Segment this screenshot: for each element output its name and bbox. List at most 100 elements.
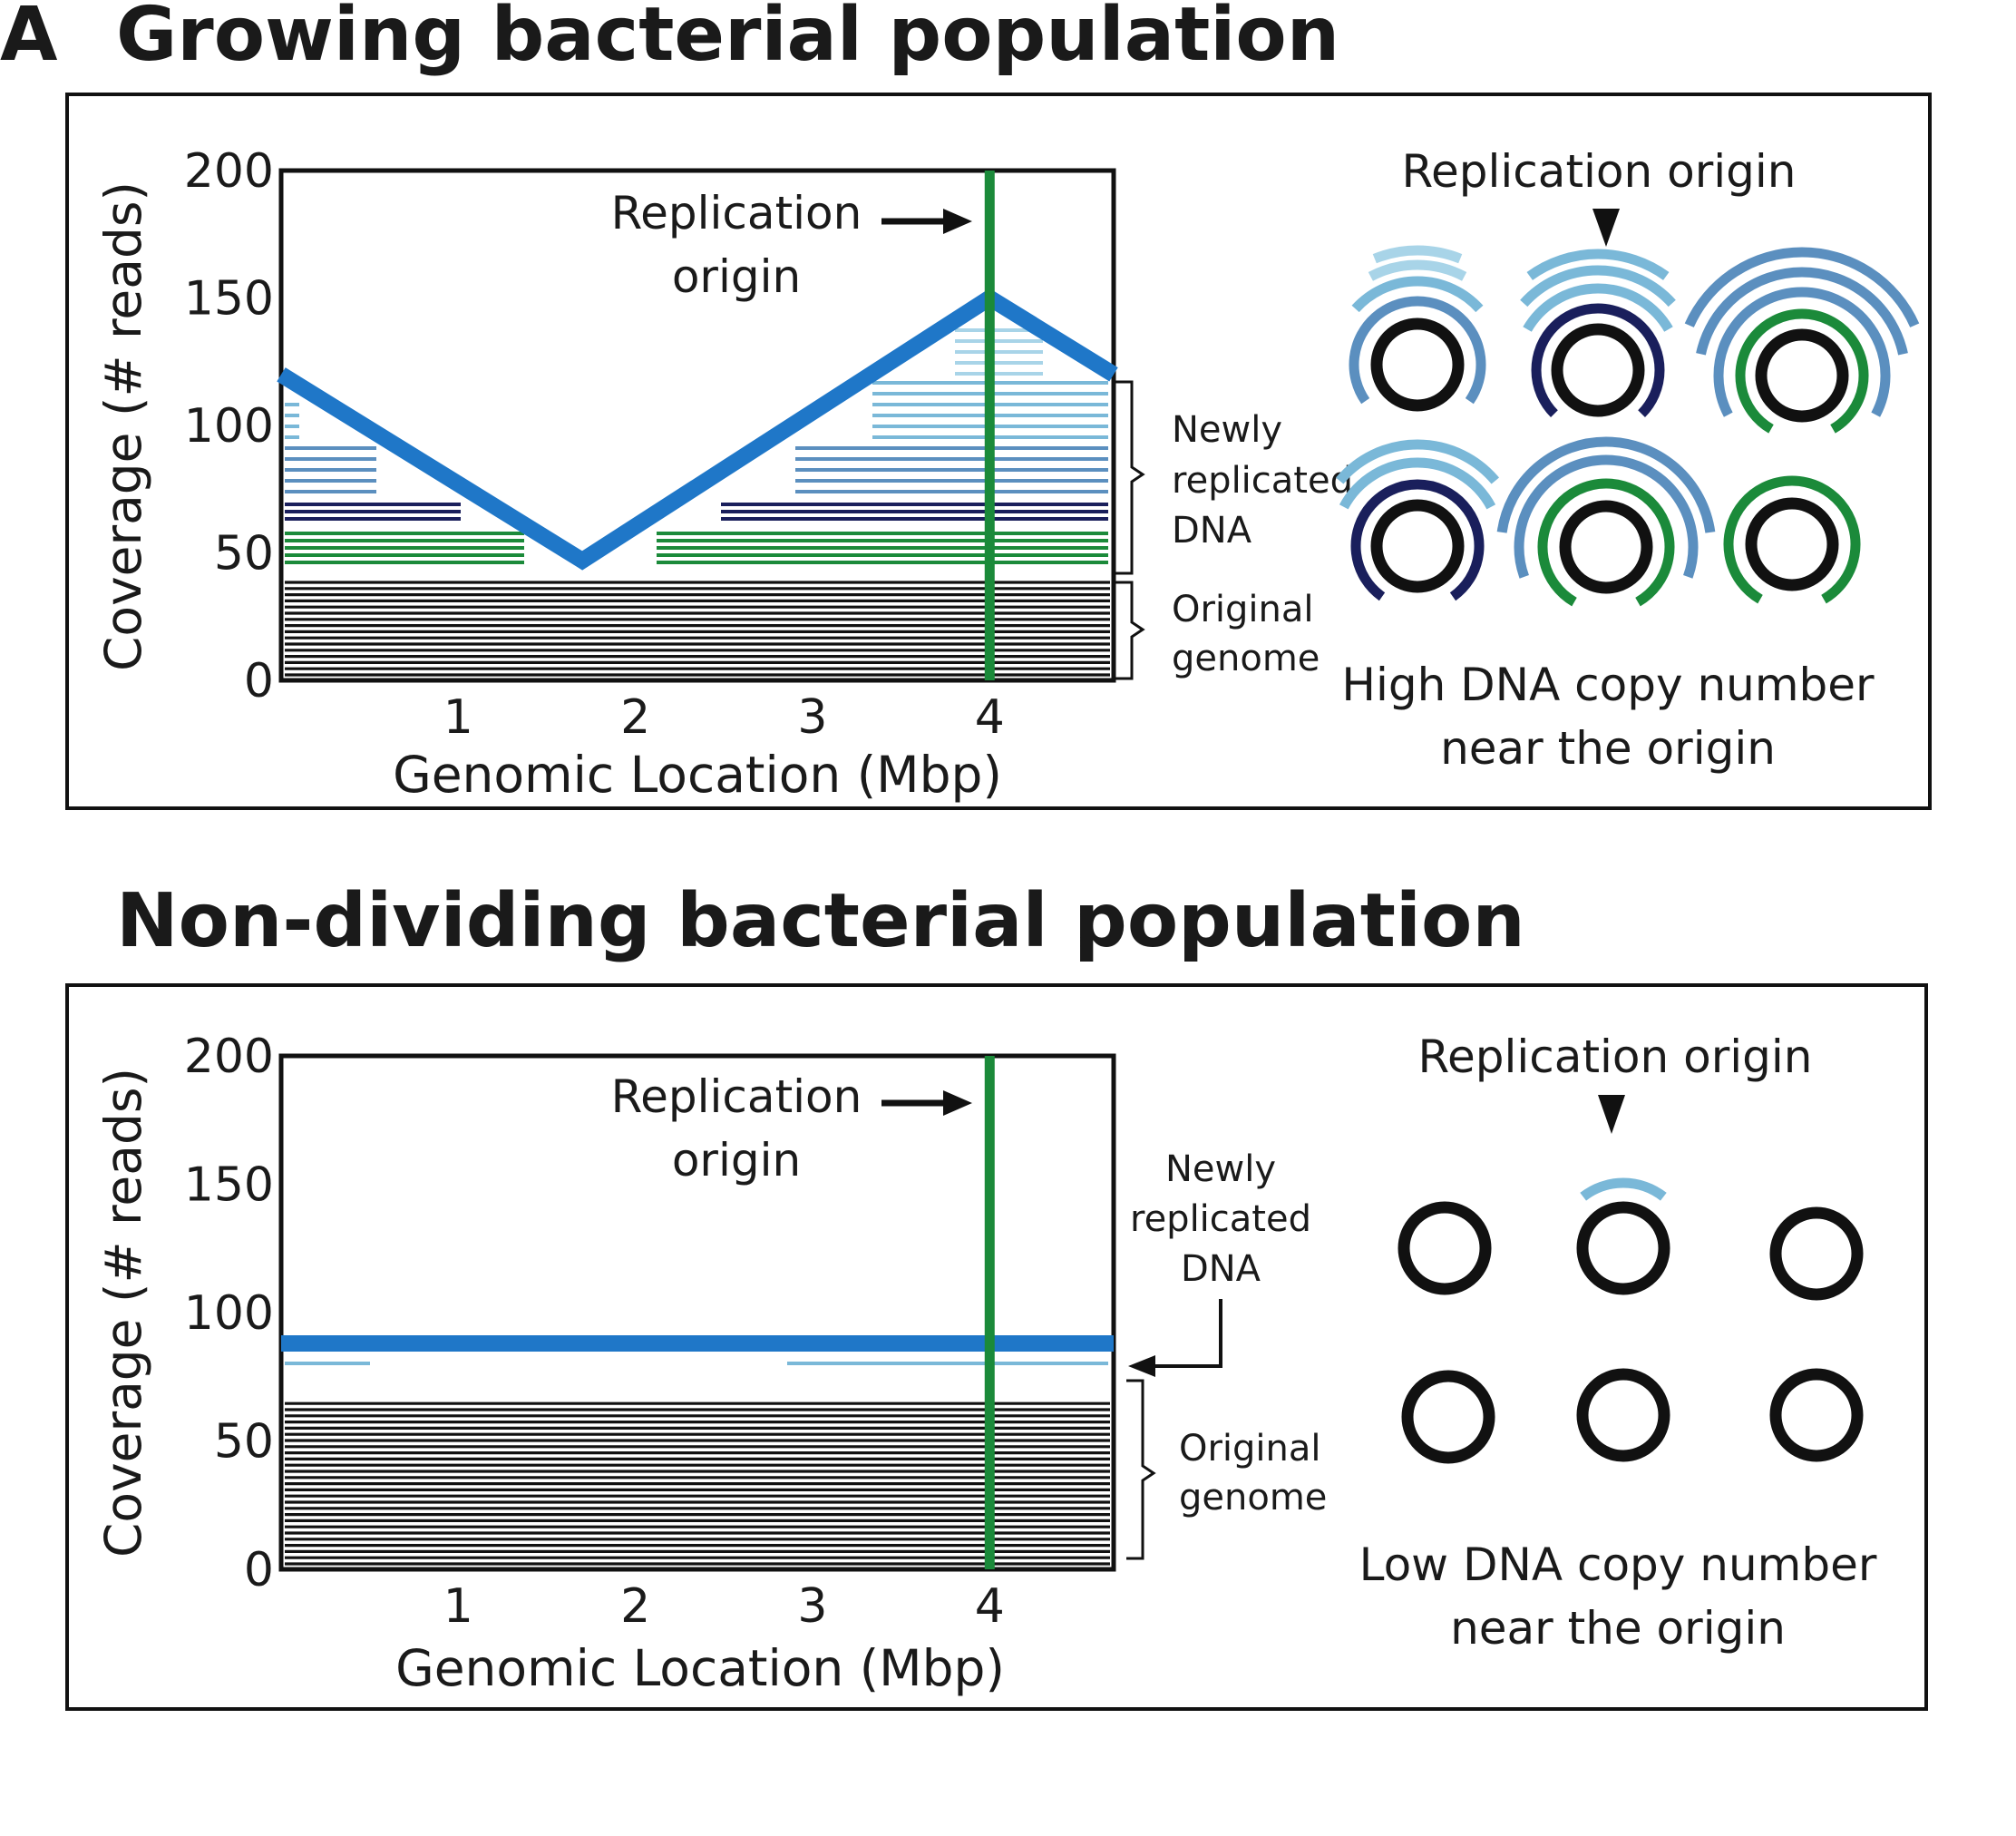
x-tick-label: 2 — [620, 1579, 650, 1634]
reads-stack-growing — [285, 328, 1110, 677]
chart-nondividing: 0 50 100 150 200 1 2 3 4 Coverage (# reads) Gen… — [94, 1030, 1116, 1697]
replication-arc — [1368, 259, 1467, 281]
y-tick-label: 150 — [184, 272, 274, 327]
brace-new-line2-growing: replicated — [1172, 460, 1353, 502]
y-tick-label: 50 — [214, 527, 274, 581]
origin-marker-icon-nondividing — [1598, 1095, 1625, 1134]
plot-frame-growing — [278, 168, 1116, 683]
y-tick-label: 100 — [184, 399, 274, 454]
brace-orig-growing — [1115, 581, 1145, 680]
origin-label-line1-growing: Replication — [611, 187, 862, 239]
caption-line1-nondividing: Low DNA copy number — [1359, 1538, 1877, 1591]
replication-arc — [1580, 1177, 1667, 1201]
chromosome-ring — [1551, 323, 1645, 417]
panel-title-nondividing: Non-dividing bacterial population — [116, 878, 1525, 964]
x-ticks-nondividing: 1 2 3 4 — [443, 1579, 1005, 1634]
y-axis-label-growing: Coverage (# reads) — [94, 181, 152, 671]
x-tick-label: 3 — [797, 690, 827, 745]
chromosome-ring — [1576, 1368, 1670, 1462]
origin-arrow-growing — [881, 209, 972, 234]
replication-arc — [1526, 249, 1670, 280]
x-tick-label: 1 — [443, 1579, 473, 1634]
bacteria-diagram-growing — [1335, 245, 1920, 607]
chromosome-ring — [1769, 1368, 1864, 1462]
origin-label-line1-nondividing: Replication — [611, 1070, 862, 1123]
y-tick-label: 200 — [184, 144, 274, 199]
origin-arrow-nondividing — [881, 1090, 972, 1116]
replication-arc — [1496, 436, 1716, 533]
chromosome-ring — [1769, 1206, 1864, 1301]
x-ticks-growing: 1 2 3 4 — [443, 690, 1005, 745]
caption-line2-growing: near the origin — [1440, 722, 1776, 775]
y-tick-label: 50 — [214, 1415, 274, 1470]
replication-arc — [1350, 479, 1485, 601]
y-tick-label: 150 — [184, 1158, 274, 1213]
replication-arc — [1349, 296, 1486, 405]
replication-arc — [1713, 287, 1891, 417]
replication-arc — [1537, 478, 1675, 607]
chromosome-ring — [1576, 1201, 1670, 1295]
chart-growing: 0 50 100 150 200 1 2 3 4 Coverage (# reads) Gen… — [94, 144, 1118, 804]
origin-marker-icon-growing — [1592, 209, 1620, 247]
plot-frame-nondividing — [278, 1053, 1116, 1572]
coverage-line-growing — [277, 288, 1118, 571]
brace-orig-line1-growing: Original — [1172, 589, 1314, 630]
newdna-arrow-nondividing — [1128, 1299, 1222, 1377]
replication-arc — [1351, 276, 1484, 313]
x-tick-label: 3 — [797, 1579, 827, 1634]
chromosome-ring — [1755, 328, 1849, 423]
chromosome-ring — [1370, 317, 1465, 412]
chromosome-ring — [1398, 1201, 1492, 1295]
brace-orig-line2-growing: genome — [1172, 638, 1320, 679]
diagram-origin-label-growing: Replication origin — [1402, 145, 1797, 198]
y-ticks-growing: 0 50 100 150 200 — [184, 144, 274, 708]
brace-orig-line2-nondividing: genome — [1179, 1477, 1327, 1519]
y-tick-label: 0 — [244, 654, 274, 708]
brace-orig-line1-nondividing: Original — [1179, 1428, 1321, 1470]
x-axis-label-growing: Genomic Location (Mbp) — [393, 746, 1002, 804]
origin-label-line2-nondividing: origin — [672, 1134, 801, 1187]
replication-arc — [1523, 283, 1673, 332]
y-tick-label: 100 — [184, 1286, 274, 1341]
replication-arc — [1684, 247, 1920, 327]
x-tick-label: 4 — [975, 690, 1005, 745]
y-tick-label: 0 — [244, 1543, 274, 1597]
newdna-line3-nondividing: DNA — [1181, 1248, 1261, 1290]
replication-arc — [1520, 265, 1676, 308]
x-tick-label: 4 — [975, 1579, 1005, 1634]
replication-arc — [1696, 267, 1908, 356]
x-tick-label: 1 — [443, 690, 473, 745]
y-ticks-nondividing: 0 50 100 150 200 — [184, 1030, 274, 1597]
newdna-line2-nondividing: replicated — [1130, 1198, 1311, 1240]
panel-frame-growing — [65, 93, 1932, 810]
brace-new-line3-growing: DNA — [1172, 510, 1252, 552]
diagram-origin-label-nondividing: Replication origin — [1418, 1030, 1813, 1083]
caption-line2-nondividing: near the origin — [1450, 1602, 1786, 1655]
brace-orig-nondividing — [1126, 1379, 1156, 1560]
origin-label-line2-growing: origin — [672, 250, 801, 303]
chromosome-ring — [1559, 500, 1653, 594]
y-tick-label: 200 — [184, 1030, 274, 1084]
replication-arc — [1735, 308, 1869, 434]
chromosome-ring — [1370, 499, 1465, 593]
brace-new-growing — [1115, 380, 1145, 575]
replication-arc — [1372, 245, 1463, 264]
panel-letter: A — [0, 0, 58, 78]
brace-new-line1-growing: Newly — [1172, 409, 1282, 451]
chromosome-ring — [1401, 1370, 1495, 1464]
x-axis-label-nondividing: Genomic Location (Mbp) — [395, 1639, 1005, 1697]
panel-title-growing: Growing bacterial population — [116, 0, 1339, 78]
newdna-line1-nondividing: Newly — [1165, 1148, 1276, 1190]
y-axis-label-nondividing: Coverage (# reads) — [94, 1068, 152, 1558]
replication-arc — [1723, 475, 1861, 604]
panel-frame-nondividing — [65, 983, 1928, 1711]
bacteria-diagram-nondividing — [1398, 1177, 1864, 1464]
caption-line1-growing: High DNA copy number — [1341, 659, 1875, 711]
replication-arc — [1514, 454, 1699, 579]
chromosome-ring — [1745, 497, 1839, 591]
replication-arc — [1335, 439, 1500, 484]
reads-stack-nondividing — [285, 1362, 1110, 1566]
replication-arc — [1339, 457, 1496, 510]
replication-arc — [1531, 303, 1665, 417]
